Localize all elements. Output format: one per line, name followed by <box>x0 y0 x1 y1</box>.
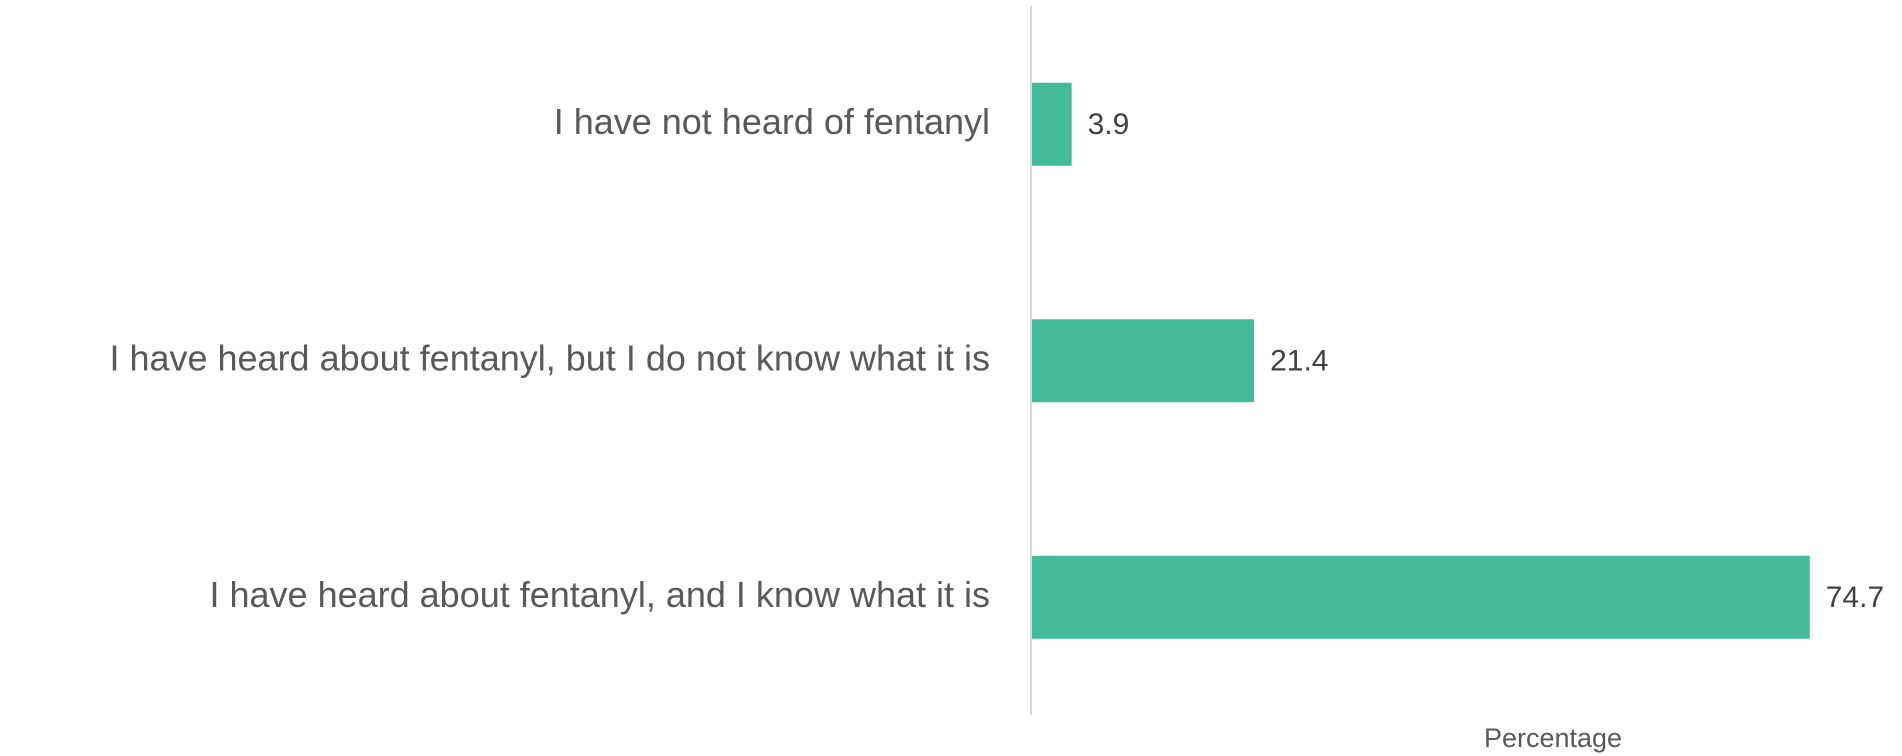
category-label: I have heard about fentanyl, and I know … <box>210 574 991 615</box>
value-label: 74.7 <box>1826 581 1884 614</box>
bar <box>1031 319 1255 403</box>
category-label: I have heard about fentanyl, but I do no… <box>109 337 990 378</box>
category-label: I have not heard of fentanyl <box>554 101 990 142</box>
bar <box>1031 82 1072 166</box>
bar <box>1031 555 1810 639</box>
value-label: 21.4 <box>1270 345 1328 378</box>
x-axis-label: Percentage <box>1484 723 1622 753</box>
value-label: 3.9 <box>1088 108 1130 141</box>
